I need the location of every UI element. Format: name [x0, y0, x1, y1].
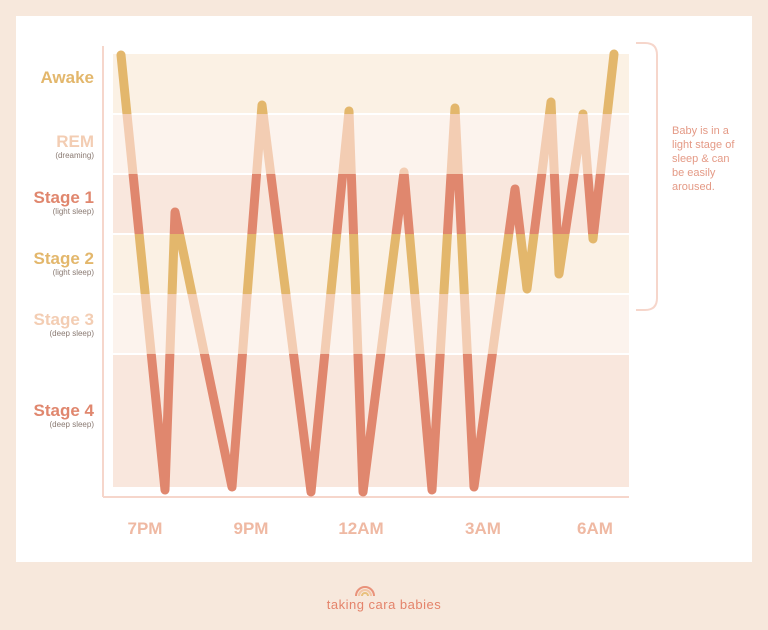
x-tick-12am: 12AM: [338, 519, 384, 538]
stage-label-rem: REM (dreaming): [55, 132, 94, 160]
stage-label-stage4: Stage 4 (deep sleep): [33, 401, 94, 429]
stage-label-stage2: Stage 2 (light sleep): [33, 249, 94, 277]
x-tick-3am: 3AM: [465, 519, 501, 538]
band-awake: [113, 54, 629, 113]
x-tick-7pm: 7PM: [127, 519, 163, 538]
x-tick-6am: 6AM: [577, 519, 613, 538]
x-tick-9pm: 9PM: [233, 519, 269, 538]
light-sleep-note: Baby is in a light stage of sleep & can …: [672, 125, 735, 193]
brand-name: taking cara babies: [326, 597, 442, 612]
rainbow-logo-icon: [355, 586, 375, 597]
band-stage2: [113, 235, 629, 293]
stage-label-awake: Awake: [40, 68, 94, 87]
stage-label-stage1: Stage 1 (light sleep): [33, 188, 94, 216]
bracket: [636, 42, 658, 311]
sleep-line: [116, 49, 619, 497]
stage-label-stage3: Stage 3 (deep sleep): [33, 310, 94, 338]
